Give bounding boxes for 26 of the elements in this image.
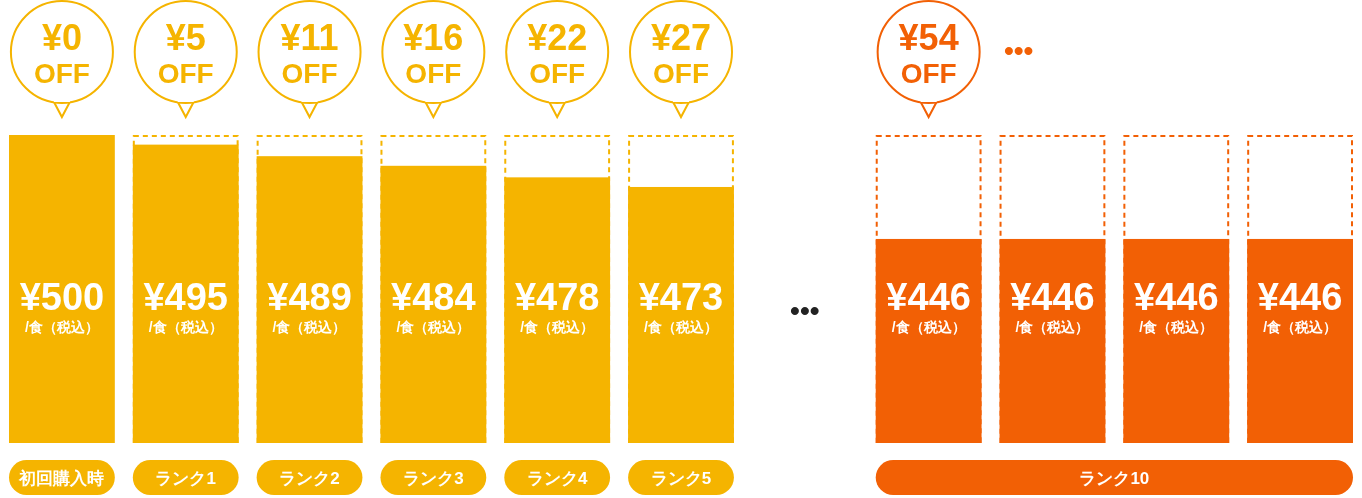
data-label: ¥446 /食（税込） — [886, 276, 971, 335]
text: ¥27 OFF — [650, 17, 712, 89]
text: ¥16 OFF — [403, 17, 464, 89]
data-label: ¥446 /食（税込） — [1134, 276, 1219, 335]
text: ¥54 OFF — [898, 17, 959, 89]
data-label: ¥446 /食（税込） — [1257, 276, 1343, 335]
data-label: ¥446 /食（税込） — [1010, 276, 1095, 335]
data-label: ¥484 /食（税込） — [391, 276, 476, 335]
text: ¥0 OFF — [33, 17, 90, 89]
text: ••• — [1003, 35, 1034, 66]
data-label: ¥478 /食（税込） — [514, 276, 600, 335]
data-label: ¥500 /食（税込） — [19, 276, 105, 335]
x-tick-label: ランク1 — [155, 469, 216, 488]
x-tick-label: ランク2 — [279, 469, 340, 488]
data-label: ¥473 /食（税込） — [638, 276, 724, 335]
x-tick-label: ランク5 — [650, 469, 712, 488]
x-tick-label: 初回購入時 — [18, 469, 105, 488]
x-tick-label: ランク4 — [526, 469, 588, 488]
x-tick-label: ランク3 — [403, 469, 464, 488]
annotation: ••• — [790, 295, 820, 326]
text: ¥22 OFF — [527, 17, 588, 89]
text: ¥11 OFF — [280, 17, 339, 89]
text: ¥5 OFF — [157, 17, 214, 89]
text: ランク10 — [1079, 469, 1150, 488]
data-label: ¥489 /食（税込） — [267, 276, 352, 335]
data-label: ¥495 /食（税込） — [143, 276, 228, 335]
